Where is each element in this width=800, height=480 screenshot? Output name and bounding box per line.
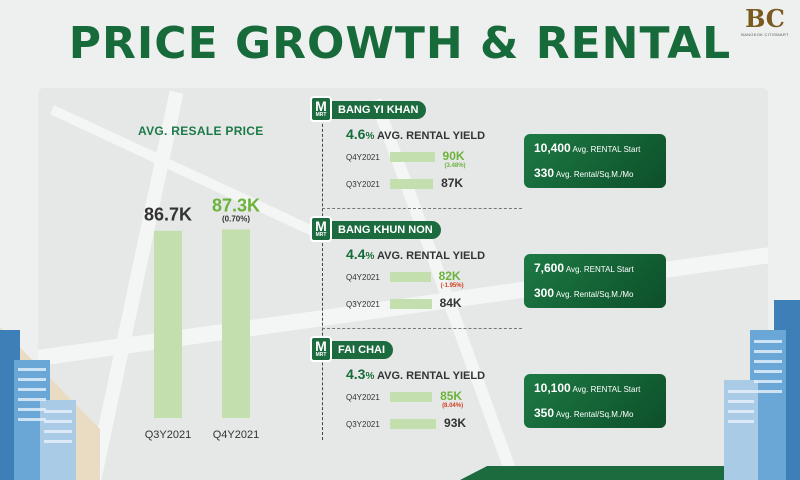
mrt-icon: M MRT: [310, 216, 332, 242]
page-title: PRICE GROWTH & RENTAL: [68, 18, 732, 69]
green-ground: [460, 466, 800, 480]
mrt-icon: M MRT: [310, 96, 332, 122]
resale-chart-title: AVG. RESALE PRICE: [138, 124, 264, 138]
price-value: 85K: [440, 389, 463, 403]
section-divider: [322, 208, 522, 209]
price-change: (-1.95%): [440, 283, 464, 289]
rent-start-label: Avg. RENTAL Start: [565, 265, 634, 274]
price-value: 87K: [441, 176, 464, 190]
building-illustration-left: [0, 330, 76, 480]
rent-start-value: 7,600: [534, 261, 565, 275]
rent-sqm-label: Avg. Rental/Sq.M./Mo: [555, 410, 634, 419]
yield-label: AVG. RENTAL YIELD: [377, 130, 486, 142]
quarter-label: Q3Y2021: [346, 300, 380, 309]
quarter-label: Q4Y2021: [346, 153, 380, 162]
mrt-icon-text: MRT: [315, 232, 327, 238]
rent-start-label: Avg. RENTAL Start: [572, 145, 641, 154]
logo-mark: BC: [745, 4, 785, 33]
rental-info-box: 7,600 Avg. RENTAL Start 300 Avg. Rental/S…: [524, 254, 666, 308]
price-value: 93K: [444, 416, 467, 430]
price-value: 82K: [438, 269, 461, 283]
quarter-label: Q4Y2021: [346, 273, 380, 282]
mrt-icon-letter: M: [315, 98, 327, 114]
resale-category-label: Q4Y2021: [213, 429, 259, 441]
mrt-icon-text: MRT: [315, 352, 327, 358]
station-section: BANG KHUN NON M MRT 4.4% AVG. RENTAL YIELD Q…: [310, 216, 790, 334]
mrt-icon-text: MRT: [315, 112, 327, 118]
rent-start-line: 7,600 Avg. RENTAL Start: [534, 261, 634, 275]
rent-start-label: Avg. RENTAL Start: [572, 385, 641, 394]
rental-price-bar: [390, 392, 433, 402]
station-name-text: BANG YI KHAN: [338, 104, 419, 116]
station-name-text: BANG KHUN NON: [338, 224, 433, 236]
mrt-icon: M MRT: [310, 336, 332, 362]
rental-price-bar: [390, 152, 435, 162]
rent-start-line: 10,100 Avg. RENTAL Start: [534, 381, 640, 395]
resale-value-label: 86.7K: [144, 205, 192, 225]
resale-change-label: (0.70%): [222, 214, 250, 223]
resale-price-chart: 86.7K Q3Y2021 87.3K(0.70%) Q4Y2021: [144, 195, 260, 441]
company-logo: BC BANGKOK CITISMART: [740, 6, 790, 44]
station-name: FAI CHAI: [328, 341, 394, 359]
station-section: FAI CHAI M MRT 4.3% AVG. RENTAL YIELD Q4Y202…: [310, 336, 790, 454]
yield-unit: %: [365, 251, 375, 262]
rental-price-bar: [390, 179, 434, 189]
vertical-divider: [322, 104, 323, 440]
yield-value: 4.3: [346, 366, 366, 382]
station-name-text: FAI CHAI: [338, 344, 386, 356]
rent-sqm-value: 300: [534, 286, 555, 300]
yield-value: 4.6: [346, 126, 366, 142]
quarter-label: Q3Y2021: [346, 420, 380, 429]
rental-yield: 4.6% AVG. RENTAL YIELD: [346, 126, 485, 142]
section-divider: [322, 328, 522, 329]
yield-unit: %: [365, 131, 375, 142]
yield-label: AVG. RENTAL YIELD: [377, 250, 486, 262]
resale-category-label: Q3Y2021: [145, 429, 191, 441]
price-change: (8.04%): [442, 403, 464, 409]
price-change: (3.48%): [444, 163, 466, 169]
rental-yield: 4.4% AVG. RENTAL YIELD: [346, 246, 485, 262]
rental-info-box: 10,400 Avg. RENTAL Start 330 Avg. Rental/…: [524, 134, 666, 188]
rental-price-bar: [390, 419, 437, 429]
price-value: 90K: [442, 149, 465, 163]
rent-sqm-label: Avg. Rental/Sq.M./Mo: [555, 170, 634, 179]
building-illustration-right: [724, 300, 800, 480]
station-section: BANG YI KHAN M MRT 4.6% AVG. RENTAL YIELD Q4…: [310, 96, 790, 214]
quarter-label: Q3Y2021: [346, 180, 380, 189]
station-name: BANG KHUN NON: [328, 221, 441, 239]
yield-label: AVG. RENTAL YIELD: [377, 370, 486, 382]
rent-start-value: 10,400: [534, 141, 571, 155]
rental-price-bar: [390, 299, 432, 309]
rent-sqm-value: 330: [534, 166, 555, 180]
rent-start-value: 10,100: [534, 381, 571, 395]
quarter-label: Q4Y2021: [346, 393, 380, 402]
rent-sqm-value: 350: [534, 406, 555, 420]
mrt-icon-letter: M: [315, 338, 327, 354]
yield-value: 4.4: [346, 246, 366, 262]
rent-start-line: 10,400 Avg. RENTAL Start: [534, 141, 640, 155]
price-value: 84K: [439, 296, 462, 310]
rent-sqm-label: Avg. Rental/Sq.M./Mo: [555, 290, 634, 299]
rent-sqm-line: 330 Avg. Rental/Sq.M./Mo: [534, 166, 633, 180]
rent-sqm-line: 350 Avg. Rental/Sq.M./Mo: [534, 406, 633, 420]
mrt-icon-letter: M: [315, 218, 327, 234]
station-name: BANG YI KHAN: [328, 101, 427, 119]
yield-unit: %: [365, 371, 375, 382]
logo-subtitle: BANGKOK CITISMART: [741, 32, 789, 37]
resale-bar-q4y2021: [222, 229, 250, 418]
rent-sqm-line: 300 Avg. Rental/Sq.M./Mo: [534, 286, 633, 300]
rental-price-bar: [390, 272, 431, 282]
rental-info-box: 10,100 Avg. RENTAL Start 350 Avg. Rental/…: [524, 374, 666, 428]
resale-bar-q3y2021: [154, 230, 182, 418]
resale-value-label: 87.3K: [212, 195, 260, 215]
rental-yield: 4.3% AVG. RENTAL YIELD: [346, 366, 485, 382]
